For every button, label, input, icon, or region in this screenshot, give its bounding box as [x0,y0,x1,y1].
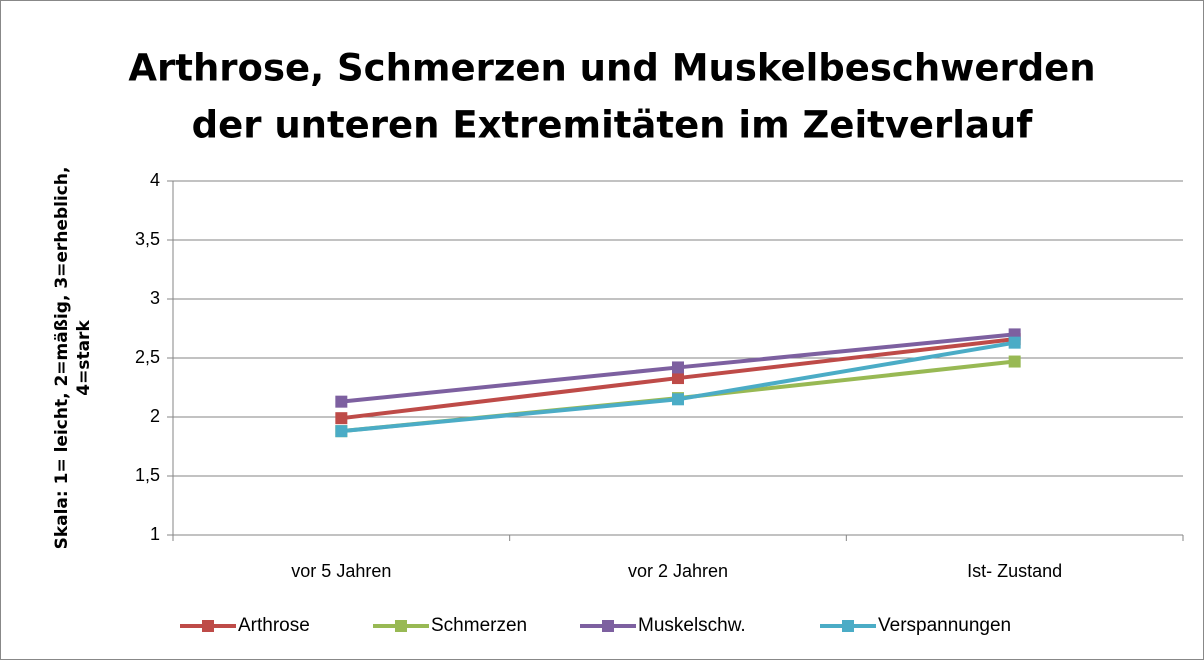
x-tick-label: vor 5 Jahren [291,561,391,581]
legend-marker [202,620,214,632]
series-marker [335,412,348,425]
x-tick-label: Ist- Zustand [967,561,1062,581]
series-marker [335,395,348,408]
series-marker [335,425,348,438]
series-marker [672,372,684,385]
series-marker [1008,336,1021,349]
legend-label: Verspannungen [878,615,1011,636]
chart-title: Arthrose, Schmerzen und Muskelbeschwerde… [128,47,1095,90]
y-tick-label: 3 [150,288,160,308]
y-tick-label: 1,5 [135,465,160,485]
y-tick-label: 3,5 [135,229,160,249]
y-tick-label: 2,5 [135,347,160,367]
y-axis-label: Skala: 1= leicht, 2=mäßig, 3=erheblich, [52,167,72,550]
y-axis-label: 4=stark [74,320,94,396]
y-tick-label: 1 [150,524,160,544]
legend-marker [842,620,854,632]
legend-label: Arthrose [238,615,310,636]
legend-label: Schmerzen [431,615,527,636]
x-tick-label: vor 2 Jahren [628,561,728,581]
y-tick-label: 4 [150,170,160,190]
legend-marker [395,620,407,632]
chart-title: der unteren Extremitäten im Zeitverlauf [192,104,1034,147]
legend-label: Muskelschw. [638,615,746,636]
series-marker [1008,355,1021,368]
y-tick-label: 2 [150,406,160,426]
series-marker [672,361,684,374]
series-marker [672,393,684,406]
legend-marker [602,620,614,632]
